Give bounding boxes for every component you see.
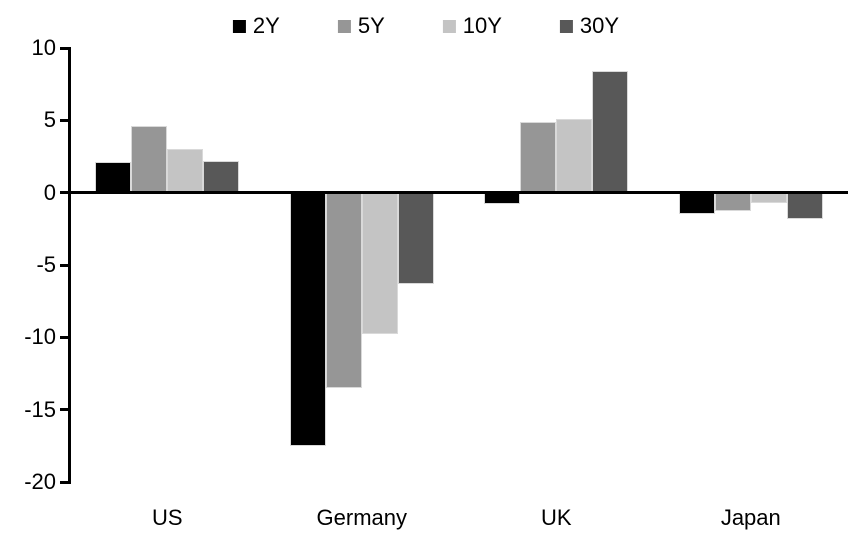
legend-label: 30Y (579, 13, 620, 38)
y-axis-tick (60, 118, 71, 122)
bar-japan-5y (714, 192, 751, 212)
y-axis-tick-label: -15 (24, 396, 56, 422)
y-axis-tick (60, 191, 71, 195)
y-axis-tick-label: 10 (31, 35, 56, 60)
bar-japan-30y (786, 192, 823, 219)
legend-swatch-icon (442, 19, 456, 33)
x-axis-label-japan: Japan (720, 505, 781, 530)
legend: 2Y 5Y 10Y 30Y (232, 13, 620, 39)
bar-us-2y (95, 162, 132, 193)
bar-japan-2y (678, 192, 715, 215)
bar-germany-10y (361, 192, 398, 335)
x-axis-label-germany: Germany (316, 505, 408, 530)
bar-germany-2y (289, 192, 326, 446)
legend-item-10y: 10Y (442, 13, 502, 39)
y-axis-tick-label: -20 (24, 469, 56, 494)
bar-germany-5y (325, 192, 362, 388)
legend-label: 2Y (252, 13, 280, 38)
legend-swatch-icon (232, 19, 246, 33)
x-axis-label-uk: UK (541, 505, 572, 530)
bar-uk-30y (592, 71, 629, 193)
bar-uk-10y (556, 118, 593, 193)
y-axis-tick-label: 5 (43, 107, 56, 133)
y-axis-tick (60, 46, 71, 50)
bar-germany-30y (397, 192, 434, 284)
bar-us-10y (167, 149, 204, 193)
y-axis-tick (60, 408, 71, 412)
legend-swatch-icon (559, 19, 573, 33)
zero-axis-line (70, 191, 848, 195)
legend-item-30y: 30Y (559, 13, 620, 39)
y-axis-tick-label: -5 (36, 252, 56, 277)
legend-item-5y: 5Y (337, 13, 385, 39)
y-axis-tick (60, 480, 71, 484)
legend-label: 10Y (462, 13, 502, 38)
y-axis-tick (60, 335, 71, 339)
legend-swatch-icon (337, 19, 351, 33)
y-axis-tick (60, 263, 71, 267)
bar-uk-2y (484, 192, 521, 205)
x-axis-label-us: US (152, 505, 183, 530)
legend-label: 5Y (357, 13, 385, 38)
legend-item-2y: 2Y (232, 13, 280, 39)
y-axis-tick-label: -10 (24, 324, 56, 350)
bar-us-30y (203, 160, 240, 193)
bar-uk-5y (520, 121, 557, 193)
bar-japan-10y (750, 192, 787, 203)
y-axis-tick-label: 0 (43, 179, 56, 205)
bar-us-5y (131, 126, 168, 193)
